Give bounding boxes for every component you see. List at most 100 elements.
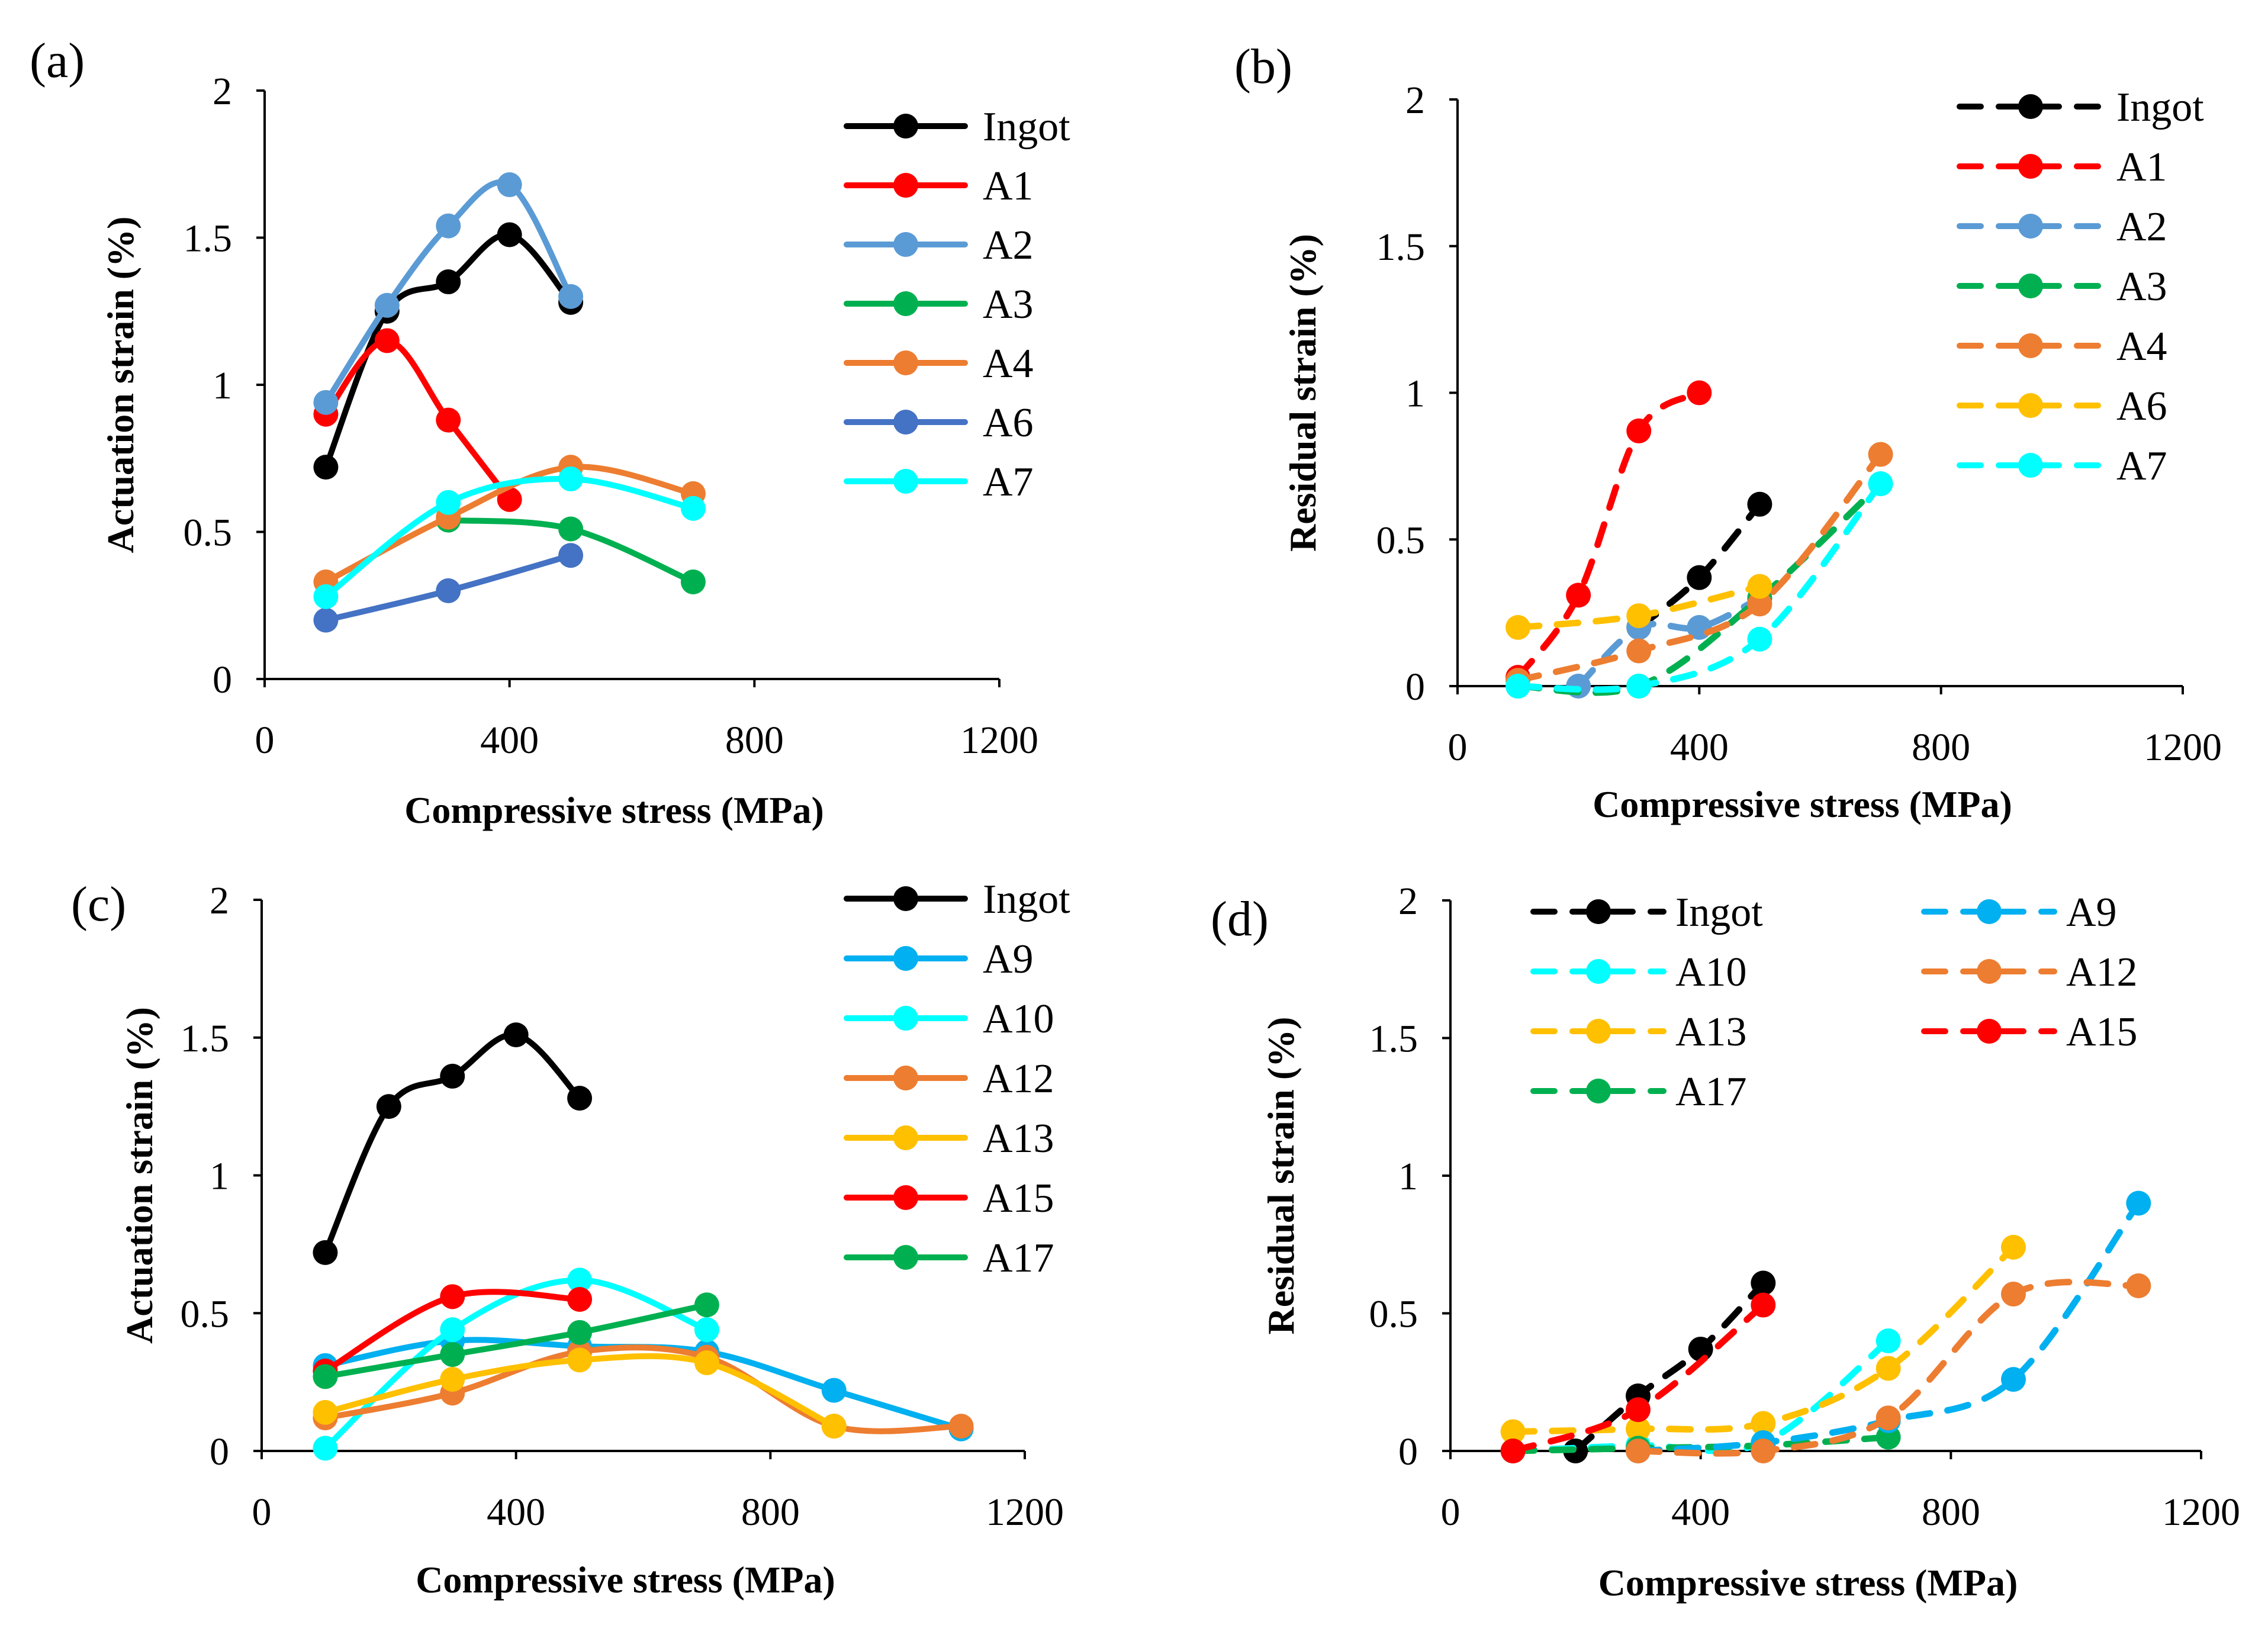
legend-item-a4: A4 <box>1957 324 2167 369</box>
data-point <box>1751 1439 1776 1463</box>
data-point <box>313 607 339 633</box>
data-point <box>1747 626 1772 652</box>
data-point <box>558 466 584 492</box>
data-point <box>1687 565 1712 590</box>
data-point <box>440 1284 465 1309</box>
data-point <box>497 487 522 512</box>
legend-item-a12: A12 <box>844 1056 1054 1102</box>
legend-item-a2: A2 <box>1957 204 2167 250</box>
series-line <box>1575 594 1763 690</box>
series-a15 <box>1500 1292 1776 1463</box>
legend-label: A17 <box>983 1235 1054 1281</box>
x-tick-label: 0 <box>255 719 275 762</box>
legend-swatch-marker <box>893 886 918 911</box>
series-line <box>1514 390 1703 681</box>
data-point <box>1626 603 1652 629</box>
y-tick-label: 1 <box>213 364 232 407</box>
series-a15 <box>313 1284 593 1384</box>
legend-label: Ingot <box>2116 85 2204 130</box>
x-tick-label: 800 <box>1912 726 1970 769</box>
data-point <box>1747 491 1772 517</box>
legend-item-a10: A10 <box>1530 950 1747 995</box>
data-point <box>694 1317 719 1343</box>
y-tick-label: 2 <box>213 70 232 113</box>
legend-swatch-marker <box>2018 333 2043 358</box>
legend-item-a3: A3 <box>844 282 1034 327</box>
data-point <box>1626 638 1652 664</box>
data-point <box>821 1378 847 1403</box>
data-point <box>1868 442 1893 467</box>
data-point <box>558 543 584 568</box>
y-tick-label: 0 <box>1398 1430 1418 1473</box>
data-point <box>694 1292 719 1318</box>
data-point <box>680 569 706 594</box>
y-tick-label: 2 <box>1398 880 1418 923</box>
data-point <box>680 495 706 521</box>
data-point <box>567 1320 593 1345</box>
legend-swatch-marker <box>1977 899 2002 924</box>
series-a1 <box>1505 380 1712 690</box>
legend-item-a9: A9 <box>844 937 1034 982</box>
x-tick-label: 800 <box>725 719 784 762</box>
legend-swatch-marker <box>893 1006 918 1031</box>
data-point <box>821 1414 847 1439</box>
legend-item-a17: A17 <box>844 1235 1054 1281</box>
legend-swatch-marker <box>893 469 918 494</box>
legend-swatch-marker <box>2018 393 2043 418</box>
legend-label: Ingot <box>983 104 1070 150</box>
series-line <box>322 1302 710 1380</box>
data-point <box>313 390 339 415</box>
legend-swatch-marker <box>1977 959 2002 984</box>
legend-label: A17 <box>1675 1069 1747 1115</box>
data-point <box>1626 1416 1651 1441</box>
data-point <box>440 1063 465 1089</box>
data-point <box>436 407 461 433</box>
legend-swatch-marker <box>893 350 918 375</box>
y-tick-label: 1.5 <box>184 217 233 260</box>
data-point <box>313 1436 338 1461</box>
data-point <box>436 269 461 295</box>
legend: Ingot A1 A2 A3 A4 A6 A7 <box>844 104 1070 505</box>
y-tick-label: 1 <box>1405 372 1425 416</box>
data-point <box>1505 674 1531 699</box>
legend-item-ingot: Ingot <box>844 104 1070 150</box>
legend-swatch-marker <box>1586 959 1611 984</box>
series-line <box>1514 480 1884 693</box>
panel-c: (c) 0 400 800 1200 0 0.5 1 1.5 2 Compressive stres… <box>71 877 1070 1601</box>
data-point <box>1500 1439 1526 1463</box>
legend-label: A10 <box>1675 950 1747 995</box>
y-tick-label: 1.5 <box>1376 226 1426 269</box>
legend-item-a12: A12 <box>1921 950 2138 995</box>
series-ingot <box>313 222 584 480</box>
data-point <box>503 1022 529 1048</box>
legend-item-a9: A9 <box>1921 890 2117 935</box>
legend-label: A4 <box>983 341 1034 387</box>
data-point <box>1626 418 1652 443</box>
legend-swatch-marker <box>2018 273 2043 298</box>
data-point <box>694 1350 719 1376</box>
series-a7 <box>1505 471 1893 699</box>
y-tick-label: 0.5 <box>1369 1293 1418 1336</box>
legend-swatch-marker <box>1586 899 1611 924</box>
y-tick-label: 0 <box>1405 665 1425 709</box>
data-point <box>1687 380 1712 406</box>
legend-item-a7: A7 <box>1957 443 2167 489</box>
data-point <box>1868 471 1893 497</box>
data-point <box>1505 614 1531 640</box>
legend-label: A13 <box>983 1116 1054 1161</box>
legend-label: A3 <box>2116 264 2167 310</box>
legend-item-a13: A13 <box>1530 1009 1747 1055</box>
legend-label: A15 <box>2066 1009 2138 1055</box>
data-point <box>440 1366 465 1392</box>
legend-item-a15: A15 <box>844 1176 1054 1221</box>
y-tick-label: 1.5 <box>1369 1018 1418 1061</box>
data-point <box>558 284 584 309</box>
y-tick-label: 1 <box>1398 1155 1418 1198</box>
panel-d: (d) 0 400 800 1200 0 0.5 1 1.5 2 Compressive stres… <box>1211 880 2240 1604</box>
series-a7 <box>313 466 706 609</box>
panel-label: (d) <box>1211 892 1269 947</box>
series-a13 <box>1500 1234 2026 1444</box>
data-point <box>313 584 339 609</box>
data-point <box>567 1286 593 1312</box>
